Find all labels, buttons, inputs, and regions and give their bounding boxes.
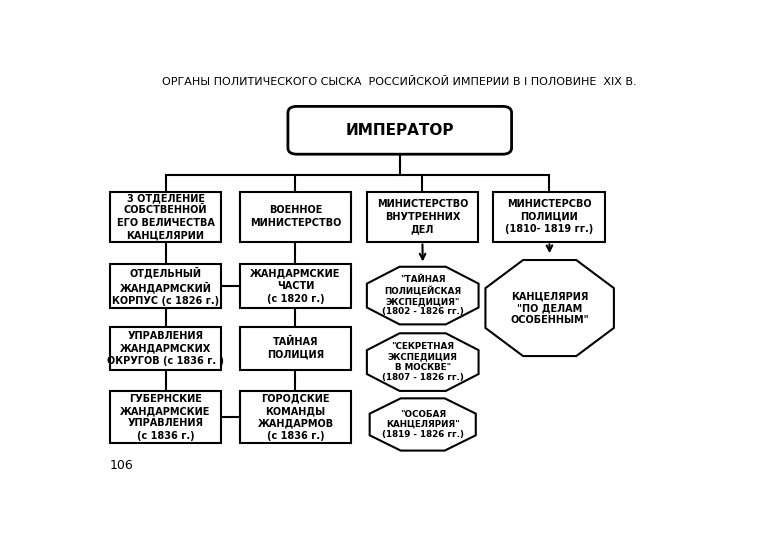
Text: МИНИСТЕРСТВО
ВНУТРЕННИХ
ДЕЛ: МИНИСТЕРСТВО ВНУТРЕННИХ ДЕЛ [377, 199, 468, 234]
Text: "ТАЙНАЯ
ПОЛИЦЕЙСКАЯ
ЭКСПЕДИЦИЯ"
(1802 - 1826 гг.): "ТАЙНАЯ ПОЛИЦЕЙСКАЯ ЭКСПЕДИЦИЯ" (1802 - … [381, 275, 463, 316]
Text: ТАЙНАЯ
ПОЛИЦИЯ: ТАЙНАЯ ПОЛИЦИЯ [267, 338, 324, 360]
FancyBboxPatch shape [239, 327, 351, 370]
FancyBboxPatch shape [367, 192, 478, 241]
Polygon shape [367, 267, 479, 325]
FancyBboxPatch shape [494, 192, 605, 241]
FancyBboxPatch shape [109, 265, 222, 308]
Text: ВОЕННОЕ
МИНИСТЕРСТВО: ВОЕННОЕ МИНИСТЕРСТВО [250, 205, 341, 228]
Text: ГУБЕРНСКИЕ
ЖАНДАРМСКИЕ
УПРАВЛЕНИЯ
(с 1836 г.): ГУБЕРНСКИЕ ЖАНДАРМСКИЕ УПРАВЛЕНИЯ (с 183… [120, 394, 211, 441]
FancyBboxPatch shape [109, 192, 222, 241]
Text: УПРАВЛЕНИЯ
ЖАНДАРМСКИХ
ОКРУГОВ (с 1836 г. ): УПРАВЛЕНИЯ ЖАНДАРМСКИХ ОКРУГОВ (с 1836 г… [107, 331, 224, 366]
Text: ГОРОДСКИЕ
КОМАНДЫ
ЖАНДАРМОВ
(с 1836 г.): ГОРОДСКИЕ КОМАНДЫ ЖАНДАРМОВ (с 1836 г.) [257, 394, 334, 441]
Text: "СЕКРЕТНАЯ
ЭКСПЕДИЦИЯ
В МОСКВЕ"
(1807 - 1826 гг.): "СЕКРЕТНАЯ ЭКСПЕДИЦИЯ В МОСКВЕ" (1807 - … [381, 342, 463, 382]
Text: ОТДЕЛЬНЫЙ
ЖАНДАРМСКИЙ
КОРПУС (с 1826 г.): ОТДЕЛЬНЫЙ ЖАНДАРМСКИЙ КОРПУС (с 1826 г.) [112, 267, 219, 306]
Text: ЖАНДАРМСКИЕ
ЧАСТИ
(с 1820 г.): ЖАНДАРМСКИЕ ЧАСТИ (с 1820 г.) [250, 269, 341, 303]
Text: ИМПЕРАТОР: ИМПЕРАТОР [346, 123, 454, 138]
FancyBboxPatch shape [109, 327, 222, 370]
Text: МИНИСТЕРСВО
ПОЛИЦИИ
(1810- 1819 гг.): МИНИСТЕРСВО ПОЛИЦИИ (1810- 1819 гг.) [505, 199, 594, 234]
FancyBboxPatch shape [288, 106, 512, 154]
Polygon shape [485, 260, 614, 356]
Polygon shape [370, 399, 476, 450]
Text: ОРГАНЫ ПОЛИТИЧЕСКОГО СЫСКА  РОССИЙСКОЙ ИМПЕРИИ В I ПОЛОВИНЕ  XIX В.: ОРГАНЫ ПОЛИТИЧЕСКОГО СЫСКА РОССИЙСКОЙ ИМ… [162, 77, 637, 87]
FancyBboxPatch shape [239, 265, 351, 308]
Text: КАНЦЕЛЯРИЯ
"ПО ДЕЛАМ
ОСОБЕННЫМ": КАНЦЕЛЯРИЯ "ПО ДЕЛАМ ОСОБЕННЫМ" [510, 292, 589, 325]
Text: 106: 106 [109, 460, 133, 472]
FancyBboxPatch shape [109, 391, 222, 443]
Text: "ОСОБАЯ
КАНЦЕЛЯРИЯ"
(1819 - 1826 гг.): "ОСОБАЯ КАНЦЕЛЯРИЯ" (1819 - 1826 гг.) [381, 409, 464, 440]
Text: 3 ОТДЕЛЕНИЕ
СОБСТВЕННОЙ
ЕГО ВЕЛИЧЕСТВА
КАНЦЕЛЯРИИ: 3 ОТДЕЛЕНИЕ СОБСТВЕННОЙ ЕГО ВЕЛИЧЕСТВА К… [116, 193, 214, 240]
FancyBboxPatch shape [239, 391, 351, 443]
Polygon shape [367, 333, 479, 391]
FancyBboxPatch shape [239, 192, 351, 241]
